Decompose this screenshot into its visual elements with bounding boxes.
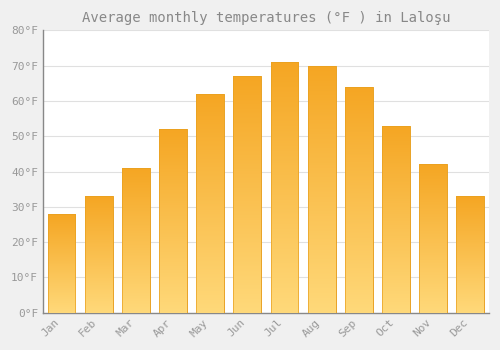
Bar — [48, 214, 76, 313]
Bar — [122, 168, 150, 313]
Bar — [122, 168, 150, 313]
Bar — [270, 62, 298, 313]
Bar — [85, 196, 112, 313]
Bar — [85, 196, 112, 313]
Bar — [382, 126, 410, 313]
Bar — [456, 196, 484, 313]
Bar — [270, 62, 298, 313]
Bar — [159, 129, 187, 313]
Bar — [345, 87, 373, 313]
Bar — [234, 76, 262, 313]
Bar — [48, 214, 76, 313]
Bar — [456, 196, 484, 313]
Title: Average monthly temperatures (°F ) in Laloşu: Average monthly temperatures (°F ) in La… — [82, 11, 450, 25]
Bar — [419, 164, 447, 313]
Bar — [382, 126, 410, 313]
Bar — [234, 76, 262, 313]
Bar — [419, 164, 447, 313]
Bar — [308, 66, 336, 313]
Bar — [345, 87, 373, 313]
Bar — [196, 94, 224, 313]
Bar — [159, 129, 187, 313]
Bar — [196, 94, 224, 313]
Bar — [308, 66, 336, 313]
